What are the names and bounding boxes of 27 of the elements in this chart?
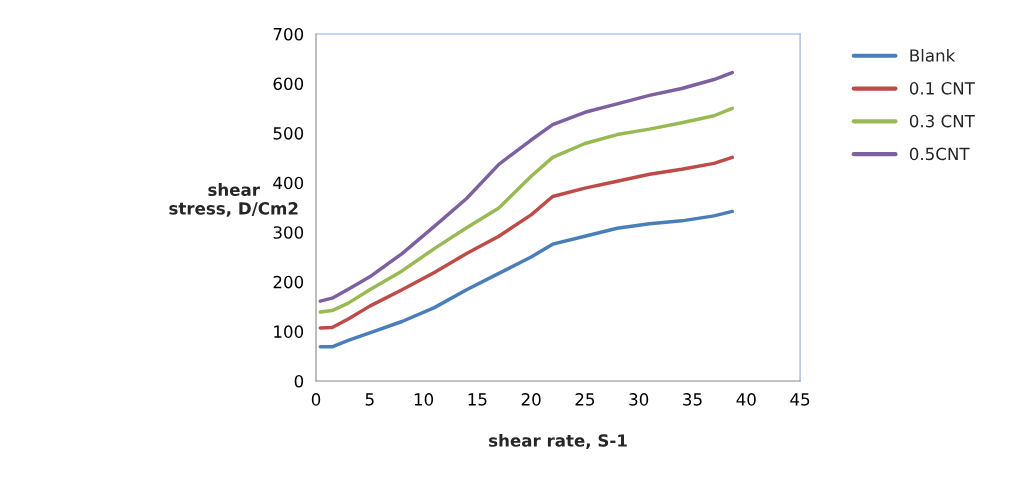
- x-tick-label: 30: [629, 393, 649, 406]
- y-tick-label: 300: [273, 226, 304, 239]
- legend-label: Blank: [910, 48, 956, 62]
- y-tick-label: 200: [273, 275, 304, 289]
- y-tick-label: 700: [273, 27, 304, 41]
- x-tick-label: 25: [575, 393, 595, 406]
- line-series: [318, 70, 735, 303]
- x-axis-title: shear rate, S-1: [489, 433, 627, 449]
- x-tick-label: 45: [790, 393, 810, 406]
- x-tick-label: 20: [521, 393, 541, 406]
- y-tick-label: 0: [294, 374, 304, 388]
- x-tick-label: 35: [683, 393, 702, 406]
- legend-label: 0.3 CNT: [909, 114, 975, 128]
- x-tick-label: 15: [468, 393, 487, 406]
- x-tick-label: 10: [414, 393, 434, 406]
- legend-label: 0.5CNT: [909, 147, 970, 161]
- x-tick-label: 5: [365, 393, 374, 406]
- y-tick-label: 100: [274, 325, 304, 338]
- y-tick-label: 400: [273, 176, 304, 190]
- line-series: [318, 209, 735, 349]
- line-series: [318, 155, 735, 330]
- legend-label: 0.1 CNT: [909, 82, 975, 95]
- y-tick-label: 600: [273, 77, 304, 91]
- y-tick-label: 500: [273, 127, 304, 140]
- line-series: [318, 106, 735, 314]
- x-tick-label: 40: [736, 393, 756, 406]
- x-tick-label: 0: [311, 393, 321, 406]
